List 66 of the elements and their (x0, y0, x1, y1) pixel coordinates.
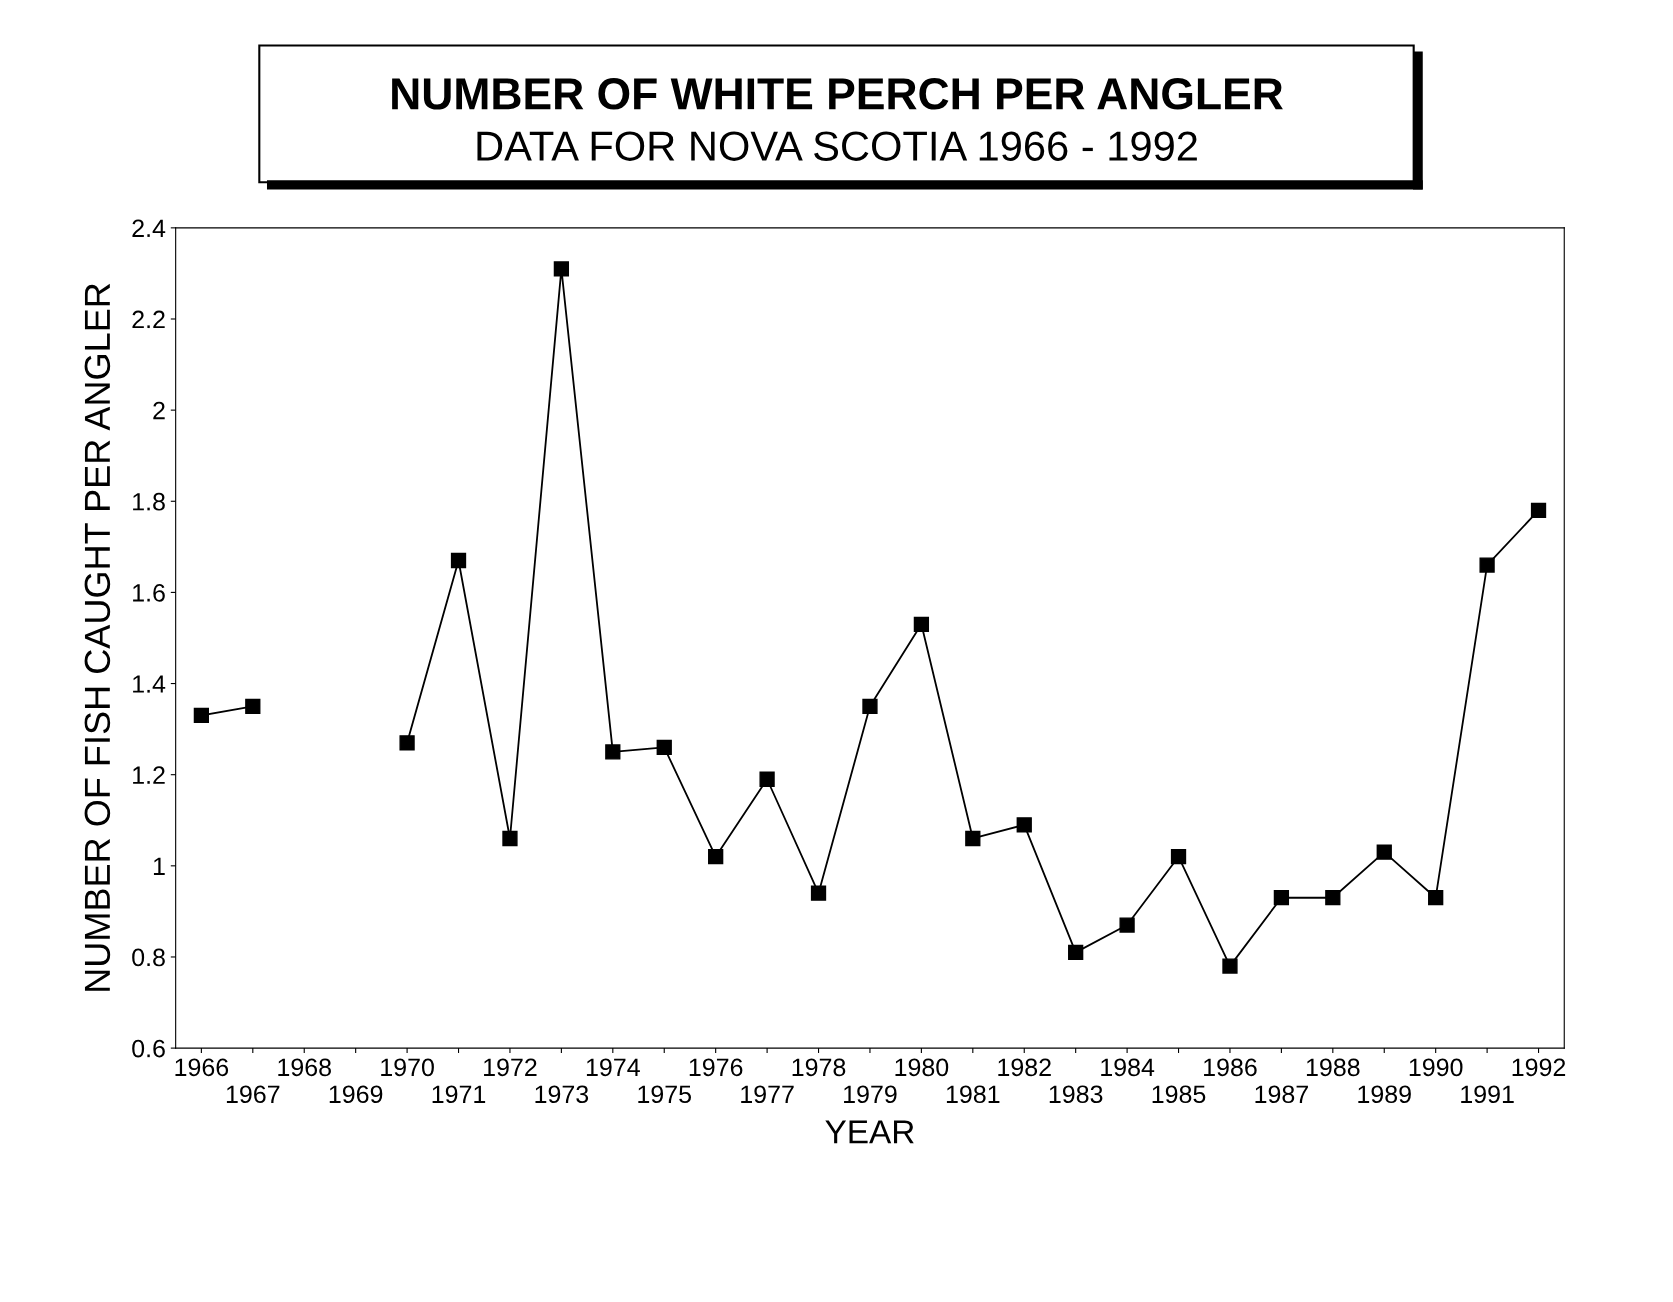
x-tick-label: 1978 (792, 1058, 846, 1077)
point (502, 830, 518, 847)
point (759, 771, 775, 787)
x-tick-label: 1991 (1461, 1085, 1514, 1104)
point (862, 698, 878, 714)
x-tick-label: 1989 (1358, 1085, 1411, 1104)
point (1428, 890, 1444, 906)
point (1530, 502, 1547, 519)
x-axis-title: YEAR (825, 1120, 914, 1144)
x-tick-label: 1970 (381, 1058, 434, 1077)
point (245, 698, 261, 714)
x-tick-label: 1984 (1101, 1058, 1155, 1077)
point (1119, 917, 1135, 933)
y-tick-label: 1.6 (133, 584, 165, 602)
point (605, 744, 621, 760)
y-tick-label: 2.4 (132, 219, 166, 237)
y-tick-label: 1.8 (133, 492, 165, 511)
x-tick-label: 1966 (175, 1058, 229, 1077)
x-tick-label: 1985 (1152, 1085, 1206, 1104)
point (1068, 944, 1084, 961)
point (1325, 890, 1341, 906)
x-tick-label: 1990 (1409, 1058, 1463, 1077)
point (708, 849, 724, 865)
x-tick-label: 1975 (638, 1085, 692, 1104)
point (965, 830, 981, 847)
y-tick-label: 0.8 (132, 948, 165, 967)
point (656, 739, 672, 755)
x-tick-label: 1981 (946, 1085, 1000, 1104)
x-tick-label: 1971 (432, 1085, 486, 1104)
point (1222, 958, 1238, 974)
point (553, 261, 570, 277)
x-tick-label: 1988 (1306, 1058, 1360, 1077)
y-tick-label: 1.2 (133, 766, 165, 784)
chart-title: NUMBER OF WHITE PERCH PER ANGLER (392, 78, 1283, 110)
x-tick-label: 1986 (1204, 1058, 1257, 1077)
x-tick-label: 1969 (329, 1085, 383, 1104)
point (1016, 817, 1032, 833)
y-tick-label: 0.6 (132, 1039, 165, 1058)
x-tick-label: 1974 (586, 1058, 640, 1077)
y-tick-label: 2 (153, 401, 165, 420)
x-tick-label: 1968 (278, 1058, 331, 1077)
x-tick-label: 1972 (484, 1058, 537, 1077)
point (913, 616, 930, 632)
x-tick-label: 1976 (689, 1058, 743, 1077)
x-tick-label: 1979 (844, 1085, 897, 1104)
point (1479, 557, 1495, 573)
x-tick-label: 1967 (226, 1085, 280, 1104)
x-tick-label: 1992 (1512, 1058, 1566, 1077)
point (193, 707, 210, 724)
point (1376, 844, 1392, 860)
y-tick-label: 2.2 (132, 310, 165, 329)
point (810, 885, 827, 901)
point (450, 552, 467, 569)
point (399, 735, 415, 751)
point (1273, 890, 1290, 906)
y-axis-title: NUMBER OF FISH CAUGHT PER ANGLER (84, 283, 111, 991)
chart-subtitle: DATA FOR NOVA SCOTIA 1966 - 1992 (477, 131, 1197, 161)
x-tick-label: 1980 (895, 1058, 949, 1077)
y-tick-label: 1.4 (133, 675, 166, 693)
x-tick-label: 1983 (1049, 1085, 1103, 1104)
x-tick-label: 1982 (998, 1058, 1051, 1077)
x-tick-label: 1977 (741, 1085, 794, 1104)
y-tick-label: 1 (153, 857, 165, 875)
x-tick-label: 1987 (1255, 1085, 1308, 1104)
x-tick-label: 1973 (535, 1085, 589, 1104)
point (1170, 849, 1187, 865)
